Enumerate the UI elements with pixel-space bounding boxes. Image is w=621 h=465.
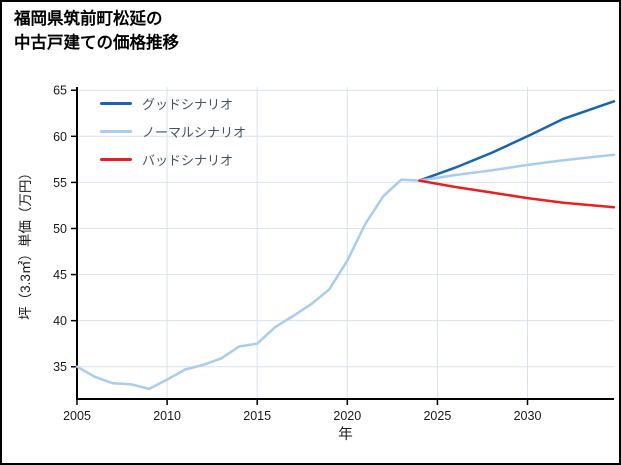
legend-line-bad-icon (100, 157, 132, 161)
series-line-history (75, 178, 421, 391)
legend-line-normal-icon (100, 129, 132, 133)
series-line-ノーマルシナリオ (418, 153, 616, 182)
chart-title-line1: 福岡県筑前町松延の (14, 10, 163, 28)
y-tick-label: 45 (53, 268, 67, 282)
legend-label-bad: バッドシナリオ (142, 152, 234, 168)
y-tick-label: 40 (53, 314, 67, 328)
x-tick-label: 2015 (243, 409, 271, 423)
y-tick-label: 50 (53, 222, 67, 236)
x-tick-label: 2005 (63, 409, 91, 423)
x-tick-label: 2010 (153, 409, 181, 423)
x-tick-label: 2025 (423, 409, 451, 423)
y-axis-title: 坪（3.3㎡）単価（万円） (18, 166, 33, 320)
y-tick-label: 35 (53, 360, 67, 374)
x-tick-label: 2030 (514, 409, 542, 423)
y-tick-label: 55 (53, 176, 67, 190)
legend-line-good-icon (100, 101, 132, 105)
y-tick-label: 65 (53, 84, 67, 98)
x-tick-label: 2020 (333, 409, 361, 423)
series-line-グッドシナリオ (418, 100, 616, 182)
legend-item-normal: ノーマルシナリオ (100, 122, 246, 140)
legend-item-bad: バッドシナリオ (100, 150, 246, 168)
legend-label-normal: ノーマルシナリオ (142, 124, 247, 140)
legend-item-good: グッドシナリオ (100, 94, 246, 112)
legend: グッドシナリオ ノーマルシナリオ バッドシナリオ (100, 94, 246, 168)
chart-title-line2: 中古戸建ての価格推移 (14, 33, 179, 52)
chart-title: 福岡県筑前町松延の 中古戸建ての価格推移 (14, 8, 179, 56)
x-axis-title: 年 (338, 426, 353, 443)
legend-label-good: グッドシナリオ (142, 96, 234, 112)
series-line-バッドシナリオ (418, 179, 616, 209)
y-tick-label: 60 (53, 130, 67, 144)
